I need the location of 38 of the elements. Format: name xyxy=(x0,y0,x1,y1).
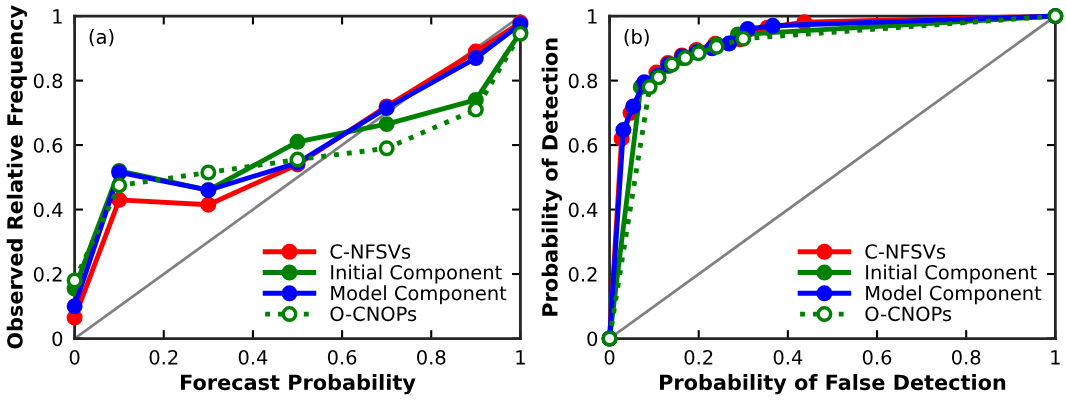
y-tick-label: 0.6 xyxy=(33,138,63,153)
x-tick-label: 0.2 xyxy=(684,349,713,365)
y-tick-label: 0 xyxy=(587,331,598,347)
y-axis-title: Observed Relative Frequency xyxy=(6,5,28,349)
y-tick-label: 1 xyxy=(53,9,62,24)
y-axis-title: Probability of Detection xyxy=(541,38,562,316)
x-tick-label: 0.6 xyxy=(327,349,357,365)
annotation: (b) xyxy=(624,29,649,47)
y-tick-label: 0.2 xyxy=(33,267,62,282)
y-tick-label: 0.4 xyxy=(568,202,598,218)
y-tick-label: 0.2 xyxy=(568,267,597,282)
legend-label: O-CNOPs xyxy=(865,306,952,322)
y-tick-label: 0 xyxy=(52,331,63,347)
y-tick-label: 0.6 xyxy=(568,138,598,153)
y-tick-label: 0.4 xyxy=(33,202,63,218)
x-tick-label: 0.8 xyxy=(417,349,446,365)
x-tick-label: 0.4 xyxy=(773,349,803,365)
x-tick-label: 0 xyxy=(69,349,80,365)
legend-label: Model Component xyxy=(331,285,507,305)
x-tick-label: 0.8 xyxy=(952,349,981,365)
y-tick-label: 0.8 xyxy=(33,73,63,89)
y-tick-label: 0.8 xyxy=(568,73,598,89)
legend-label: Initial Component xyxy=(866,264,1037,284)
x-tick-label: 1 xyxy=(516,350,525,365)
x-axis-title: Probability of False Detection xyxy=(660,374,1006,395)
x-tick-label: 0.6 xyxy=(862,349,892,365)
y-tick-label: 1 xyxy=(588,9,597,24)
x-tick-label: 0 xyxy=(604,349,615,365)
legend-label: Initial Component xyxy=(331,264,502,284)
legend-label: C-NFSVs xyxy=(865,244,946,259)
legend-label: Model Component xyxy=(866,285,1042,305)
x-tick-label: 1 xyxy=(1051,350,1060,365)
x-tick-label: 0.4 xyxy=(238,349,268,365)
x-axis-title: Forecast Probability xyxy=(181,374,416,395)
annotation: (a) xyxy=(89,29,114,47)
legend-label: O-CNOPs xyxy=(330,306,417,322)
legend-label: C-NFSVs xyxy=(330,244,411,259)
x-tick-label: 0.2 xyxy=(149,349,178,365)
